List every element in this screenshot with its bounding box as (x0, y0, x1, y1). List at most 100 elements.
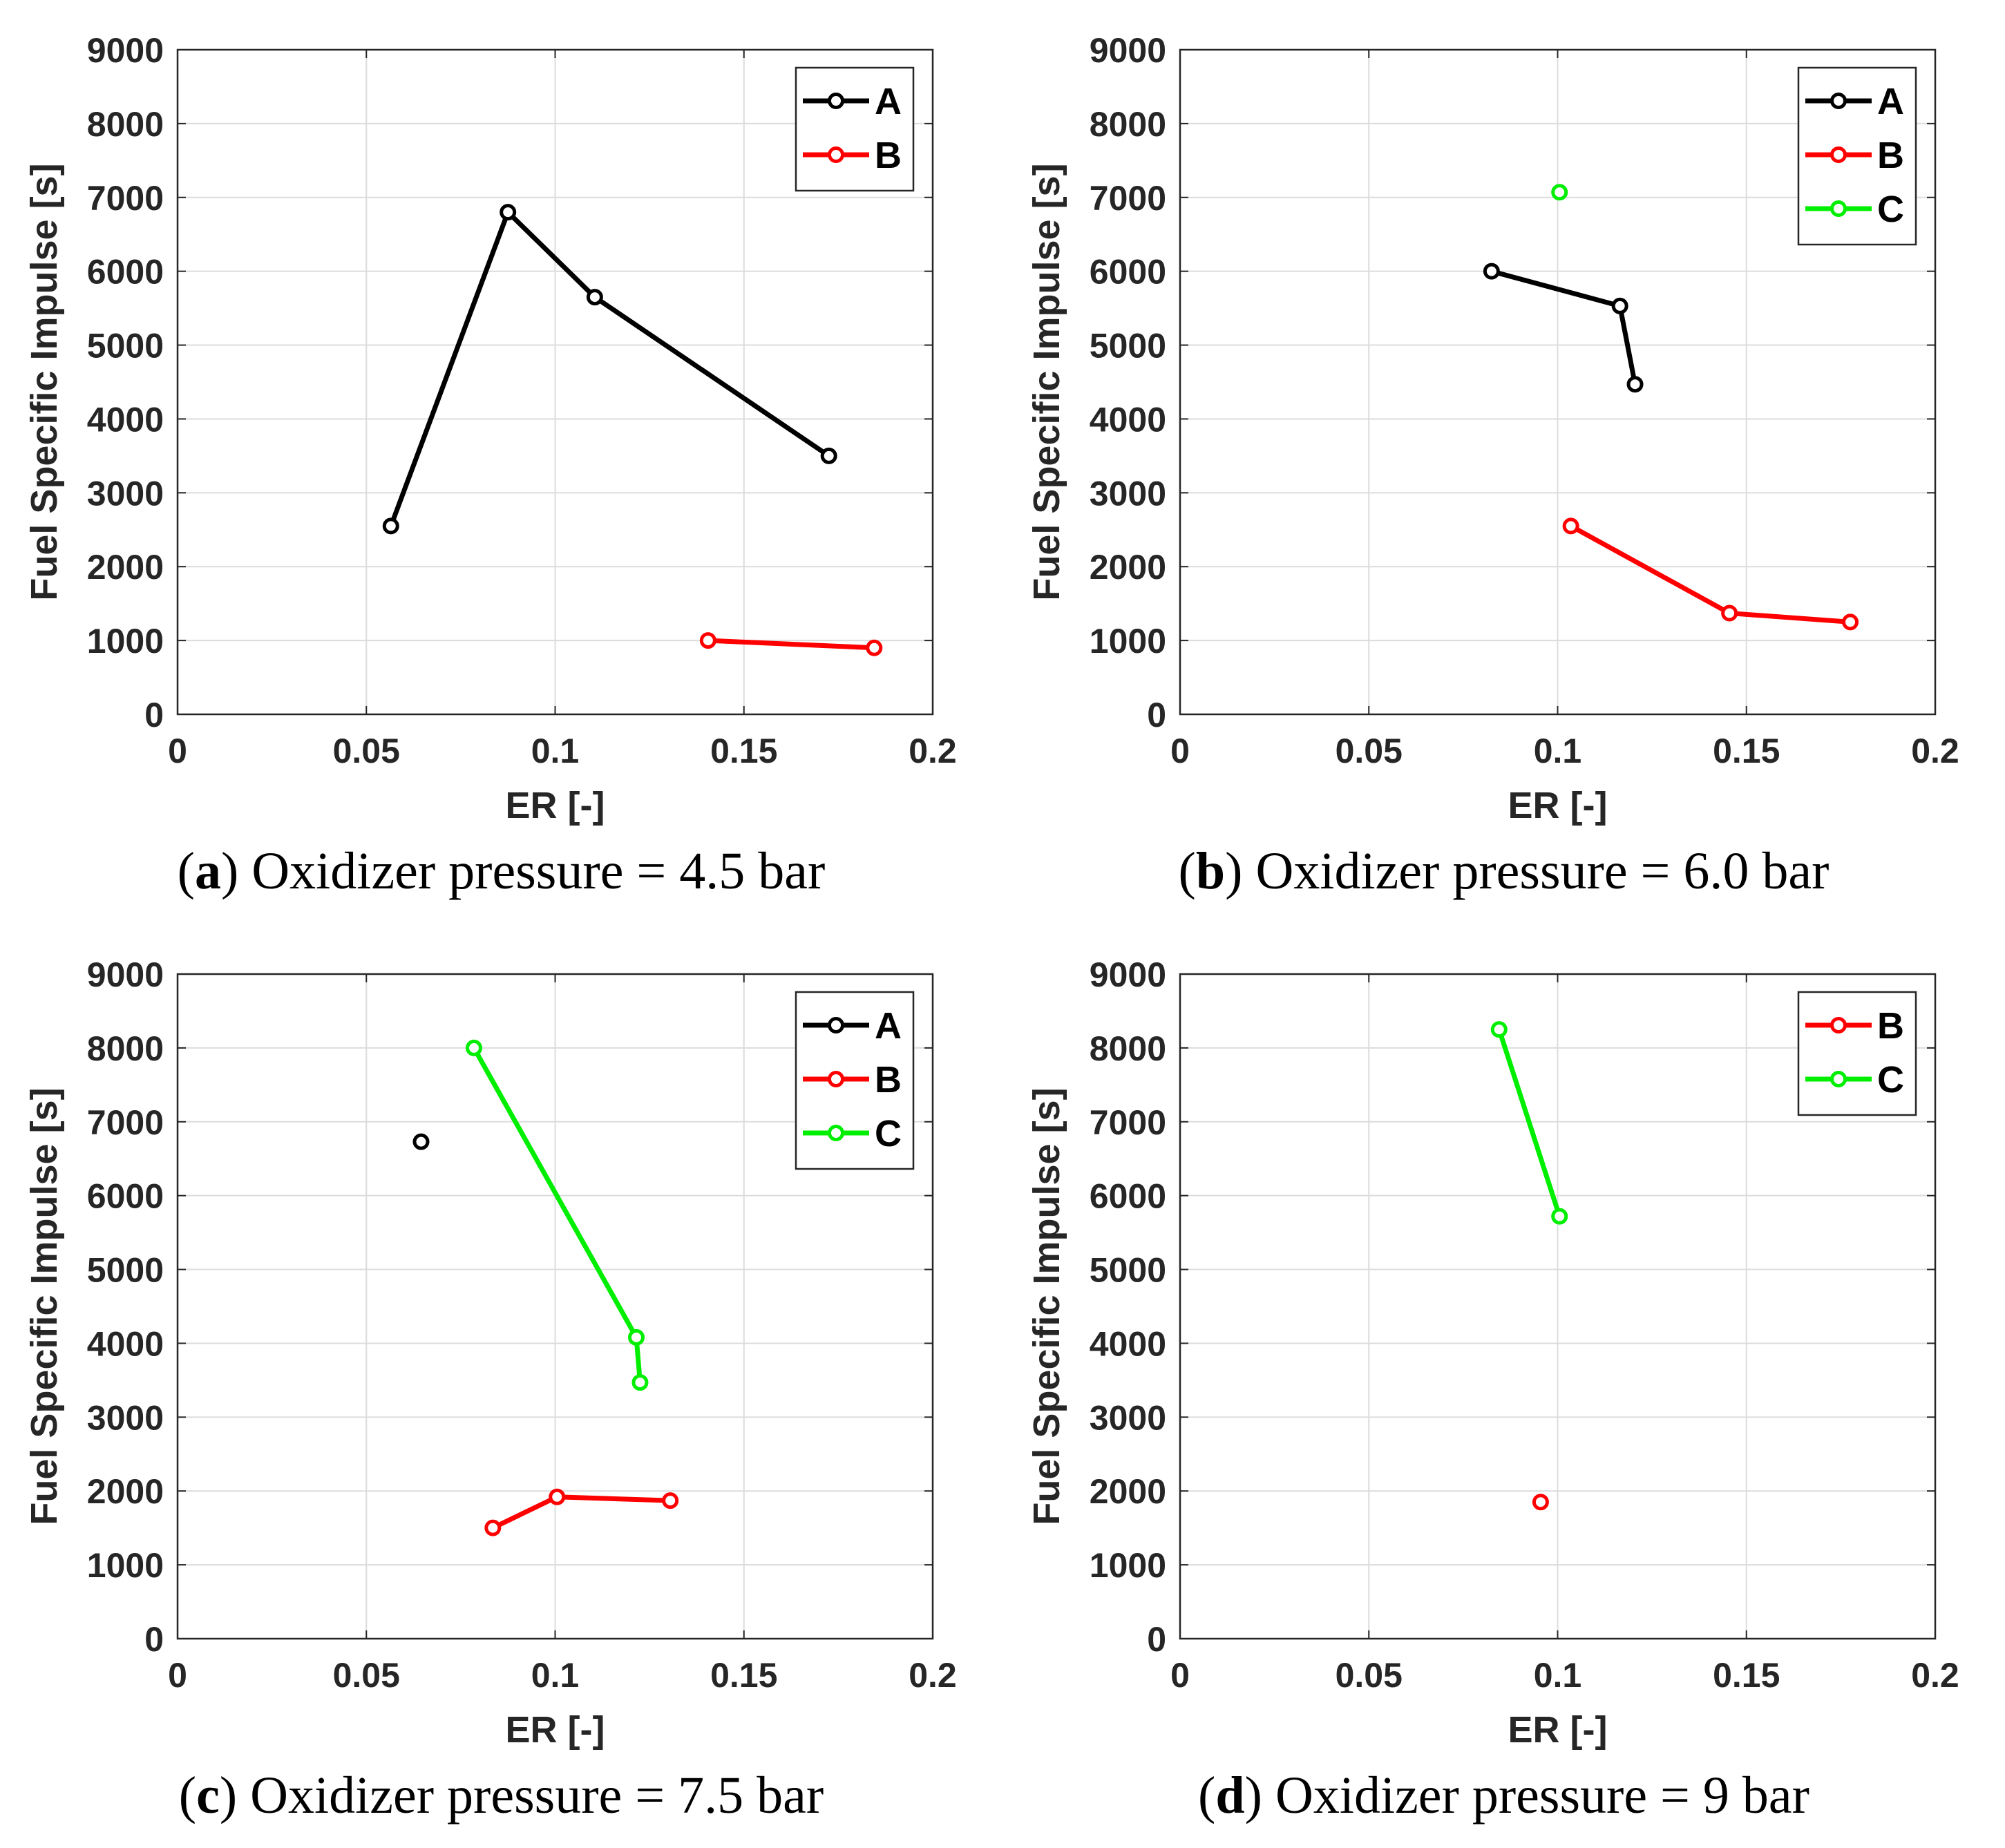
y-tick-label: 9000 (87, 955, 164, 994)
y-tick-label: 3000 (87, 474, 164, 513)
data-point (1490, 1021, 1508, 1038)
x-tick-label: 0.1 (531, 732, 580, 770)
axes-box (1179, 973, 1937, 1640)
chart-panel-c: 0 0.05 0.1 0.15 0.2 0 1000 2000 3000 4000 5000 6000… (23, 955, 957, 1751)
y-tick-label: 4000 (1090, 400, 1166, 439)
data-point (1611, 297, 1628, 314)
series-C (466, 1039, 649, 1391)
x-tick-label: 0.2 (1911, 732, 1959, 770)
x-axis-label: ER [-] (506, 1709, 605, 1751)
legend-entry-A: A (1805, 81, 1904, 122)
axes-box (176, 48, 934, 716)
chart-panel-b: 0 0.05 0.1 0.15 0.2 0 1000 2000 3000 4000 5000 6000… (1026, 31, 1959, 826)
y-tick-label: 4000 (1090, 1324, 1166, 1363)
y-axis-label: Fuel Specific Impulse [s] (23, 163, 65, 600)
legend-entry-A: A (803, 81, 902, 122)
y-tick-label: 4000 (87, 1324, 164, 1363)
y-tick-label: 2000 (87, 1472, 164, 1511)
x-tick-label: 0 (168, 1656, 187, 1695)
legend-label: A (1877, 81, 1904, 122)
data-point (484, 1519, 502, 1536)
caption-text: Oxidizer pressure = 9 bar (1275, 1766, 1809, 1825)
caption-c: (c) Oxidizer pressure = 7.5 bar (178, 1766, 824, 1825)
y-tick-label: 7000 (1090, 1103, 1166, 1142)
caption-d: (d) Oxidizer pressure = 9 bar (1198, 1766, 1809, 1825)
series-B (1532, 1494, 1549, 1511)
data-point (1626, 376, 1644, 393)
x-tick-label: 0.15 (1713, 1656, 1780, 1695)
x-tick-label: 0.1 (1534, 1656, 1582, 1695)
y-axis-label: Fuel Specific Impulse [s] (1026, 1087, 1067, 1525)
data-point (699, 632, 716, 649)
x-tick-label: 0.15 (1713, 732, 1780, 770)
legend-label: B (875, 135, 902, 176)
legend-entry-C: C (803, 1113, 902, 1154)
data-point (1842, 613, 1859, 631)
y-tick-label: 6000 (87, 253, 164, 292)
data-point (1483, 263, 1500, 280)
axes-box (1179, 48, 1937, 716)
legend-label: C (1877, 189, 1904, 230)
series-C (1490, 1021, 1568, 1225)
y-axis-label: Fuel Specific Impulse [s] (23, 1087, 65, 1525)
legend-marker (1830, 146, 1847, 163)
y-axis-label: Fuel Specific Impulse [s] (1026, 163, 1067, 600)
x-tick-label: 0.15 (710, 732, 777, 770)
legend-label: B (1877, 135, 1904, 176)
y-tick-label: 3000 (1090, 474, 1166, 513)
x-tick-label: 0 (1170, 1656, 1190, 1695)
data-point (1532, 1494, 1549, 1511)
series-B (1562, 517, 1859, 631)
legend-marker (828, 1071, 844, 1087)
legend-entry-B: B (803, 135, 902, 176)
y-tick-label: 0 (1147, 696, 1166, 734)
y-tick-label: 8000 (87, 105, 164, 144)
x-tick-label: 0.05 (1336, 732, 1403, 770)
legend-label: C (1877, 1059, 1904, 1101)
x-tick-label: 0.1 (1534, 732, 1582, 770)
legend-entry-C: C (1805, 189, 1904, 230)
y-tick-label: 3000 (87, 1398, 164, 1437)
chart-panel-d: 0 0.05 0.1 0.15 0.2 0 1000 2000 3000 4000 5000 6000… (1026, 955, 1959, 1751)
data-point (627, 1328, 645, 1346)
caption-letter: d (1215, 1766, 1245, 1825)
x-tick-label: 0.05 (333, 1656, 400, 1695)
legend-marker (828, 1017, 844, 1033)
x-axis-label: ER [-] (506, 785, 605, 826)
x-tick-label: 0.2 (909, 732, 957, 770)
data-point (1551, 1208, 1568, 1225)
caption-letter: c (196, 1766, 220, 1825)
series-B (699, 632, 883, 656)
series-A (1483, 263, 1644, 393)
data-point (866, 639, 883, 656)
legend-entry-B: B (1805, 1005, 1904, 1047)
legend-entry-B: B (1805, 135, 1904, 176)
legend-label: B (875, 1059, 902, 1101)
series-A (412, 1133, 430, 1150)
y-tick-label: 9000 (1090, 31, 1166, 70)
legend-box (1797, 991, 1917, 1116)
data-point (586, 289, 603, 306)
x-tick-label: 0.05 (1336, 1656, 1403, 1695)
legend-label: A (875, 1005, 902, 1047)
data-point (631, 1374, 649, 1391)
y-tick-label: 1000 (1090, 1546, 1166, 1585)
x-axis-label: ER [-] (1508, 1709, 1608, 1751)
caption-letter: b (1195, 842, 1226, 900)
y-tick-label: 5000 (87, 1251, 164, 1290)
y-tick-label: 3000 (1090, 1398, 1166, 1437)
legend: ABC (1797, 66, 1917, 246)
series-A (382, 204, 837, 535)
legend-label: A (875, 81, 902, 122)
legend-marker (1830, 93, 1847, 109)
legend-label: C (875, 1113, 902, 1154)
series-B (484, 1488, 679, 1536)
legend-marker (828, 1125, 844, 1141)
y-tick-label: 4000 (87, 400, 164, 439)
x-axis-label: ER [-] (1508, 785, 1608, 826)
legend-entry-C: C (1805, 1059, 1904, 1101)
y-tick-label: 6000 (1090, 1177, 1166, 1216)
legend-marker (1830, 1071, 1847, 1087)
y-tick-label: 7000 (87, 1103, 164, 1142)
chart-panel-a: 0 0.05 0.1 0.15 0.2 0 1000 2000 3000 4000 5000 6000… (23, 31, 957, 826)
